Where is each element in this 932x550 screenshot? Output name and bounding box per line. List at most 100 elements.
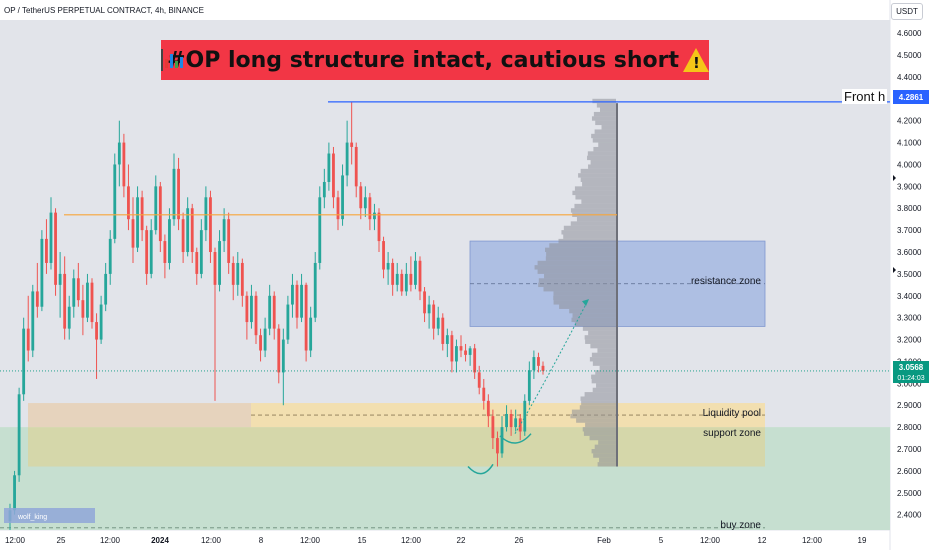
volume-profile-bar (592, 387, 616, 393)
y-axis-tick: 2.8000 (897, 423, 922, 432)
candle (486, 394, 490, 428)
volume-profile-bar (583, 431, 616, 436)
candle-body (181, 219, 185, 253)
candle (172, 153, 176, 226)
candle (304, 282, 308, 362)
candle-body (35, 291, 39, 307)
volume-profile-bar (570, 413, 616, 419)
candle-body (168, 219, 171, 263)
candle-body (272, 295, 276, 329)
volume-profile-bar (585, 422, 616, 428)
candle-body (227, 219, 231, 263)
candle (95, 313, 98, 379)
y-axis-tick: 3.2000 (897, 336, 922, 345)
x-axis-tick: 12:00 (201, 536, 222, 545)
candle (373, 203, 376, 231)
candle-body (373, 212, 376, 220)
candle (496, 431, 499, 467)
candle-body (99, 304, 103, 340)
volume-profile-bar (575, 195, 616, 200)
volume-profile-bar (563, 225, 616, 231)
candle-body (104, 273, 108, 305)
candle-body (436, 317, 440, 329)
volume-profile-bar (559, 304, 616, 309)
candle (117, 120, 121, 187)
watermark: wolf_king (4, 508, 95, 523)
volume-profile (534, 98, 618, 467)
candle-body (67, 306, 71, 329)
y-axis-tick: 2.7000 (897, 445, 922, 454)
candle (537, 352, 540, 373)
candle (363, 186, 367, 217)
volume-profile-bar (584, 335, 616, 340)
candle (76, 262, 80, 307)
volume-profile-bar (591, 133, 616, 139)
candle-body (455, 346, 458, 362)
currency-button[interactable]: USDT (891, 3, 923, 20)
candle-body (423, 291, 426, 314)
y-axis-tick: 2.6000 (897, 467, 922, 476)
candle (432, 300, 436, 340)
volume-profile-bar (594, 444, 616, 450)
candle-body (245, 295, 249, 323)
candle-body (13, 475, 16, 511)
candle (140, 190, 144, 242)
candle (281, 328, 285, 406)
y-axis-tick: 3.4000 (897, 292, 922, 301)
volume-profile-bar (591, 352, 616, 358)
candle (145, 225, 149, 285)
volume-profile-bar (588, 164, 616, 169)
support-zone (28, 427, 765, 467)
volume-profile-bar (543, 287, 616, 292)
candle-body (40, 238, 44, 307)
volume-profile-bar (593, 146, 616, 152)
volume-profile-bar (593, 111, 616, 117)
candle-body (90, 282, 94, 323)
candle (527, 361, 531, 406)
volume-profile-bar (599, 365, 616, 371)
candle-body (250, 295, 253, 323)
candle-body (541, 365, 545, 371)
volume-profile-bar (576, 216, 616, 222)
x-axis-tick: Feb (597, 536, 611, 545)
volume-profile-bar (571, 409, 616, 414)
candle-body (49, 212, 53, 263)
candle (186, 197, 190, 257)
candle (63, 256, 67, 340)
candle (491, 409, 495, 450)
candle (327, 142, 331, 191)
volume-profile-bar (538, 278, 616, 283)
volume-profile-bar (591, 449, 616, 454)
candle-body (163, 241, 167, 263)
candle (382, 236, 385, 279)
liquidity-pool-label: Liquidity pool (703, 408, 761, 419)
candle-body (445, 335, 449, 344)
candle (464, 343, 467, 362)
candle-body (145, 230, 149, 274)
candle-body (327, 153, 331, 182)
projection-arrowhead (582, 299, 589, 307)
volume-profile-bar (582, 181, 616, 187)
candle (450, 330, 454, 373)
candle (131, 197, 135, 263)
candle (295, 280, 299, 329)
volume-profile-bar (592, 138, 616, 143)
high-price-tag-bg (893, 90, 929, 104)
candle (518, 413, 522, 441)
candle-body (177, 168, 180, 220)
candle (81, 284, 85, 336)
volume-profile-bar (572, 313, 616, 318)
candle-body (459, 346, 463, 351)
y-axis-tick: 4.1000 (897, 139, 922, 148)
candle-body (122, 142, 126, 187)
candle-body (322, 181, 326, 198)
candle (154, 175, 158, 235)
candle (541, 361, 545, 375)
volume-profile-bar (588, 330, 616, 336)
volume-profile-bar (558, 238, 616, 244)
candle-body (259, 335, 262, 351)
volume-profile-bar (584, 392, 616, 397)
candle (395, 262, 399, 292)
candle-body (240, 262, 244, 296)
